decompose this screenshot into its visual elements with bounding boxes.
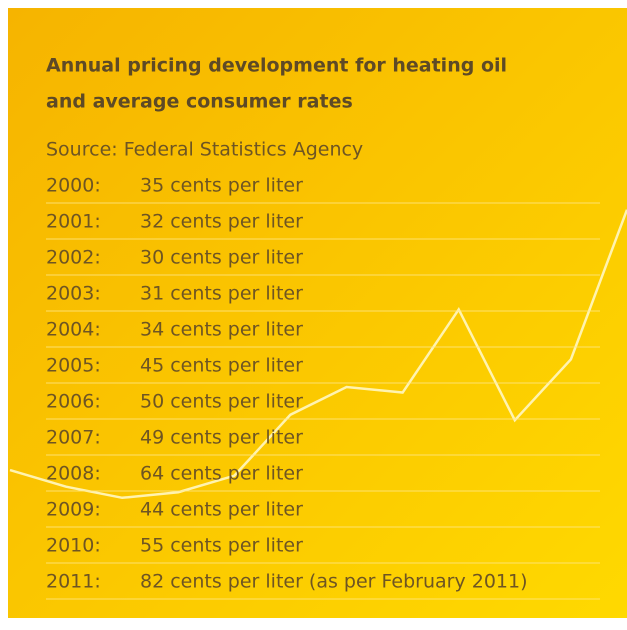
year-label: 2001: bbox=[46, 211, 101, 233]
year-label: 2007: bbox=[46, 427, 101, 449]
price-label: 50 cents per liter bbox=[140, 391, 303, 413]
year-label: 2000: bbox=[46, 175, 101, 197]
year-label: 2008: bbox=[46, 463, 101, 485]
price-label: 82 cents per liter (as per February 2011… bbox=[140, 571, 528, 593]
year-label: 2004: bbox=[46, 319, 101, 341]
price-label: 32 cents per liter bbox=[140, 211, 303, 233]
title-line: and average consumer rates bbox=[46, 91, 353, 113]
year-label: 2002: bbox=[46, 247, 101, 269]
price-label: 49 cents per liter bbox=[140, 427, 303, 449]
title-line: Annual pricing development for heating o… bbox=[46, 55, 507, 77]
year-label: 2009: bbox=[46, 499, 101, 521]
price-label: 30 cents per liter bbox=[140, 247, 303, 269]
year-label: 2011: bbox=[46, 571, 101, 593]
price-label: 31 cents per liter bbox=[140, 283, 303, 305]
price-label: 44 cents per liter bbox=[140, 499, 303, 521]
price-label: 55 cents per liter bbox=[140, 535, 303, 557]
subtitle: Source: Federal Statistics Agency bbox=[46, 139, 363, 161]
price-label: 45 cents per liter bbox=[140, 355, 303, 377]
year-label: 2003: bbox=[46, 283, 101, 305]
background bbox=[8, 8, 627, 618]
price-line bbox=[9, 209, 627, 500]
price-label: 64 cents per liter bbox=[140, 463, 303, 485]
price-label: 35 cents per liter bbox=[140, 175, 303, 197]
price-label: 34 cents per liter bbox=[140, 319, 303, 341]
year-label: 2010: bbox=[46, 535, 101, 557]
year-label: 2006: bbox=[46, 391, 101, 413]
year-label: 2005: bbox=[46, 355, 101, 377]
